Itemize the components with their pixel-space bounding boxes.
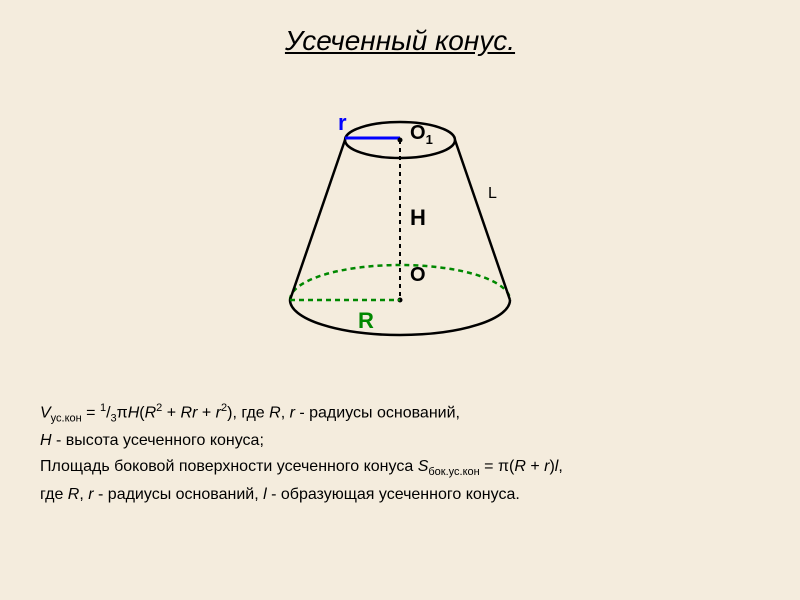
end1: - радиусы оснований,	[295, 404, 460, 421]
comma4: ,	[79, 486, 88, 503]
eq1: =	[82, 404, 100, 421]
label-h: H	[410, 205, 426, 231]
line3-text1: Площадь боковой поверхности усеченного к…	[40, 458, 418, 475]
line2-text: - высота усеченного конуса;	[52, 432, 264, 449]
s-symbol: S	[418, 458, 429, 475]
label-big-r: R	[358, 308, 374, 334]
plus2: +	[197, 404, 215, 421]
right-side	[455, 140, 510, 300]
label-o1-sub: 1	[426, 132, 433, 147]
s-sub: бок.ус.кон	[428, 466, 479, 478]
r-big-2: R	[269, 404, 281, 421]
eq3: = π(	[480, 458, 515, 475]
v-sub: ус.кон	[51, 413, 82, 425]
paren-close: ), где	[227, 404, 269, 421]
label-l: L	[488, 185, 497, 203]
plus1: +	[162, 404, 180, 421]
formula-line-4: где R, r - радиусы оснований, l - образу…	[40, 483, 760, 507]
end4: - образующая усеченного конуса.	[267, 486, 520, 503]
comma1: ,	[281, 404, 290, 421]
label-r: r	[338, 110, 347, 136]
formula-line-2: H - высота усеченного конуса;	[40, 429, 760, 453]
bottom-ellipse-front	[290, 300, 510, 335]
page-title: Усеченный конус.	[0, 0, 800, 57]
mid4: - радиусы оснований,	[94, 486, 264, 503]
plus3: +	[526, 458, 544, 475]
rr: Rr	[181, 404, 198, 421]
formula-block: Vус.кон = 1/3πH(R2 + Rr + r2), где R, r …	[40, 400, 760, 509]
formula-line-3: Площадь боковой поверхности усеченного к…	[40, 455, 760, 481]
r-big-3: R	[514, 458, 526, 475]
h-var: H	[128, 404, 140, 421]
v-symbol: V	[40, 404, 51, 421]
pi1: π	[117, 404, 128, 421]
r-big-1: R	[145, 404, 157, 421]
frustum-diagram: r O1 H O R L	[250, 100, 550, 370]
label-o1: O1	[410, 122, 433, 147]
frustum-svg	[250, 100, 550, 370]
line4-text1: где	[40, 486, 68, 503]
formula-line-1: Vус.кон = 1/3πH(R2 + Rr + r2), где R, r …	[40, 400, 760, 427]
comma3: ,	[558, 458, 562, 475]
h-var-2: H	[40, 432, 52, 449]
label-o: O	[410, 264, 426, 287]
center-top	[398, 138, 403, 143]
label-o1-text: O	[410, 122, 426, 144]
r-big-4: R	[68, 486, 80, 503]
